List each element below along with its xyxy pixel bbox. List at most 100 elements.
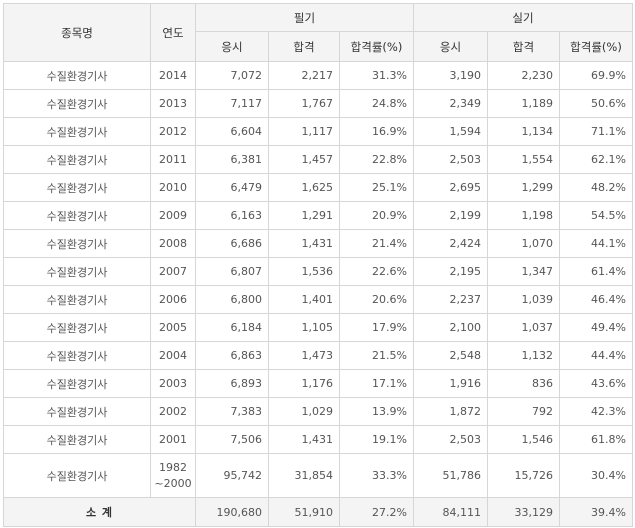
total-written-pass-rate: 27.2% [339, 497, 414, 527]
header-subject: 종목명 [3, 3, 151, 62]
cell-written-pass-rate: 22.8% [339, 145, 414, 174]
total-label: 소 계 [3, 497, 196, 527]
table-row: 수질환경기사 2004 6,863 1,473 21.5% 2,548 1,132 44.4% [3, 341, 633, 370]
cell-practical-applicants: 2,237 [413, 285, 488, 314]
cell-subject: 수질환경기사 [3, 145, 151, 174]
table-row: 수질환경기사 2008 6,686 1,431 21.4% 2,424 1,070 44.1% [3, 229, 633, 258]
cell-written-applicants: 6,686 [195, 229, 269, 258]
cell-subject: 수질환경기사 [3, 369, 151, 398]
table-row: 수질환경기사 2011 6,381 1,457 22.8% 2,503 1,554 62.1% [3, 145, 633, 174]
cell-practical-pass-rate: 61.4% [559, 257, 633, 286]
header-row-columns: 응시 합격 합격률(%) 응시 합격 합격률(%) [4, 31, 633, 62]
cell-practical-passed: 1,037 [487, 313, 560, 342]
header-practical-passed: 합격 [487, 31, 560, 62]
table-body: 수질환경기사 2014 7,072 2,217 31.3% 3,190 2,230 69.9%… [3, 61, 633, 498]
table-row: 수질환경기사 2013 7,117 1,767 24.8% 2,349 1,189 50.6% [3, 89, 633, 118]
table-header: 종목명 연도 필기 실기 응시 합격 합격률(%) 응시 합격 합격률(%) [3, 3, 633, 62]
cell-written-passed: 1,767 [268, 89, 340, 118]
cell-practical-passed: 15,726 [487, 453, 560, 498]
cell-year: 2014 [150, 61, 196, 90]
cell-written-applicants: 7,506 [195, 425, 269, 454]
cell-practical-passed: 1,546 [487, 425, 560, 454]
cell-practical-passed: 1,554 [487, 145, 560, 174]
cell-written-applicants: 6,893 [195, 369, 269, 398]
cell-practical-applicants: 2,695 [413, 173, 488, 202]
total-written-passed: 51,910 [268, 497, 340, 527]
cell-practical-pass-rate: 69.9% [559, 61, 633, 90]
cell-practical-passed: 1,132 [487, 341, 560, 370]
cell-year: 2005 [150, 313, 196, 342]
table-row: 수질환경기사 2003 6,893 1,176 17.1% 1,916 836 43.6% [3, 369, 633, 398]
cell-written-pass-rate: 25.1% [339, 173, 414, 202]
cell-practical-pass-rate: 62.1% [559, 145, 633, 174]
cell-practical-pass-rate: 44.1% [559, 229, 633, 258]
cell-written-applicants: 6,381 [195, 145, 269, 174]
cell-written-applicants: 95,742 [195, 453, 269, 498]
cell-subject: 수질환경기사 [3, 89, 151, 118]
cell-written-pass-rate: 21.5% [339, 341, 414, 370]
cell-year: 1982 ~2000 [150, 453, 196, 498]
table-footer: 소 계 190,680 51,910 27.2% 84,111 33,129 3… [3, 497, 633, 527]
cell-written-pass-rate: 17.9% [339, 313, 414, 342]
header-practical-pass-rate: 합격률(%) [559, 31, 633, 62]
cell-practical-passed: 792 [487, 397, 560, 426]
cell-subject: 수질환경기사 [3, 257, 151, 286]
table-row: 수질환경기사 2010 6,479 1,625 25.1% 2,695 1,299 48.2% [3, 173, 633, 202]
cell-written-pass-rate: 13.9% [339, 397, 414, 426]
cell-written-passed: 31,854 [268, 453, 340, 498]
cell-practical-passed: 1,347 [487, 257, 560, 286]
cell-year: 2004 [150, 341, 196, 370]
cell-year: 2010 [150, 173, 196, 202]
cell-practical-pass-rate: 50.6% [559, 89, 633, 118]
header-written-pass-rate: 합격률(%) [339, 31, 414, 62]
header-practical-group: 실기 [413, 3, 633, 32]
cell-practical-applicants: 2,195 [413, 257, 488, 286]
total-practical-pass-rate: 39.4% [559, 497, 633, 527]
table-row: 수질환경기사 2001 7,506 1,431 19.1% 2,503 1,546 61.8% [3, 425, 633, 454]
total-row: 소 계 190,680 51,910 27.2% 84,111 33,129 3… [3, 497, 633, 527]
cell-practical-pass-rate: 71.1% [559, 117, 633, 146]
cell-written-passed: 1,457 [268, 145, 340, 174]
table-row: 수질환경기사 2002 7,383 1,029 13.9% 1,872 792 42.3% [3, 397, 633, 426]
cell-written-passed: 1,117 [268, 117, 340, 146]
cell-written-passed: 1,176 [268, 369, 340, 398]
table-row: 수질환경기사 2005 6,184 1,105 17.9% 2,100 1,037 49.4% [3, 313, 633, 342]
cell-practical-applicants: 51,786 [413, 453, 488, 498]
cell-year: 2009 [150, 201, 196, 230]
cell-written-pass-rate: 33.3% [339, 453, 414, 498]
cell-year: 2006 [150, 285, 196, 314]
cell-practical-applicants: 1,594 [413, 117, 488, 146]
cell-year: 2001 [150, 425, 196, 454]
table-row: 수질환경기사 2007 6,807 1,536 22.6% 2,195 1,347 61.4% [3, 257, 633, 286]
cell-practical-applicants: 2,349 [413, 89, 488, 118]
cell-practical-applicants: 2,503 [413, 145, 488, 174]
cell-subject: 수질환경기사 [3, 341, 151, 370]
cell-subject: 수질환경기사 [3, 453, 151, 498]
cell-written-passed: 1,029 [268, 397, 340, 426]
cell-year: 2008 [150, 229, 196, 258]
header-row-groups: 종목명 연도 필기 실기 [3, 3, 633, 62]
cell-written-applicants: 6,163 [195, 201, 269, 230]
cell-year: 2012 [150, 117, 196, 146]
cell-subject: 수질환경기사 [3, 117, 151, 146]
cell-written-pass-rate: 19.1% [339, 425, 414, 454]
cell-practical-pass-rate: 48.2% [559, 173, 633, 202]
cell-year: 2002 [150, 397, 196, 426]
cell-year: 2011 [150, 145, 196, 174]
header-written-group: 필기 [195, 3, 414, 32]
cell-practical-applicants: 3,190 [413, 61, 488, 90]
cell-written-applicants: 6,800 [195, 285, 269, 314]
cell-written-passed: 1,473 [268, 341, 340, 370]
cell-year: 2013 [150, 89, 196, 118]
cell-written-applicants: 7,117 [195, 89, 269, 118]
cell-subject: 수질환경기사 [3, 425, 151, 454]
cell-practical-passed: 836 [487, 369, 560, 398]
exam-statistics-table: 종목명 연도 필기 실기 응시 합격 합격률(%) 응시 합격 합격률(%) 수… [3, 3, 633, 527]
cell-written-pass-rate: 31.3% [339, 61, 414, 90]
cell-practical-applicants: 1,872 [413, 397, 488, 426]
header-written-passed: 합격 [268, 31, 340, 62]
cell-written-passed: 1,625 [268, 173, 340, 202]
cell-written-applicants: 6,479 [195, 173, 269, 202]
cell-written-pass-rate: 21.4% [339, 229, 414, 258]
cell-written-pass-rate: 17.1% [339, 369, 414, 398]
